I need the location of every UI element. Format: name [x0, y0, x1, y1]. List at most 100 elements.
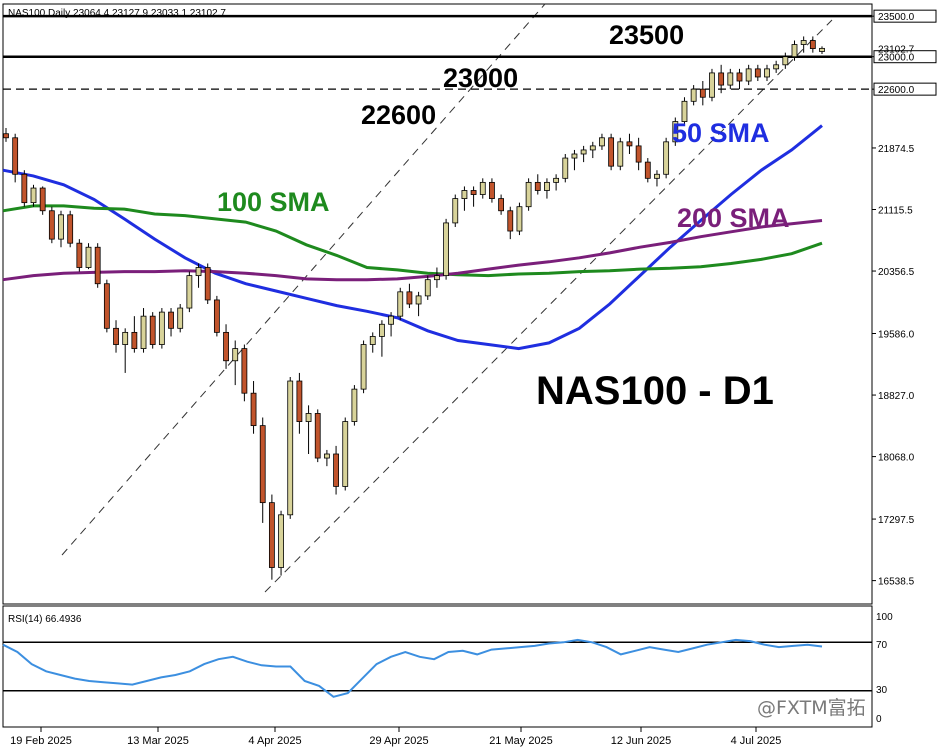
candle-body: [333, 453, 339, 487]
candle-body: [654, 173, 660, 179]
candle-body: [553, 177, 560, 183]
candle-body: [259, 425, 266, 504]
price-axis: 23500.0 23000.0 22600.0 21874.5 21115.5 20356…: [872, 9, 937, 588]
candle-body: [48, 210, 55, 240]
candle-body: [314, 413, 321, 459]
sma-line-0: [2, 124, 823, 351]
level-label-22600: 22600: [361, 100, 436, 130]
candle-body: [754, 68, 761, 78]
candle-body: [672, 121, 679, 143]
rsi-plot-frame: [2, 605, 873, 728]
candle-body: [342, 421, 349, 487]
price-tag-box: [873, 82, 937, 96]
candle-body: [791, 44, 798, 58]
candle-body: [113, 327, 119, 345]
candle-body: [544, 181, 550, 191]
candle-body: [379, 323, 385, 337]
candle-body: [85, 246, 92, 268]
candle-body: [699, 88, 706, 98]
candle-body: [168, 311, 174, 329]
candle-body: [241, 348, 248, 394]
candle-body: [434, 275, 440, 281]
candle-body: [709, 72, 715, 98]
price-tick-label: 17297.5: [878, 515, 915, 526]
date-tick-label: 4 Apr 2025: [248, 735, 301, 747]
candle-body: [397, 291, 404, 317]
candle-body: [800, 40, 807, 45]
candle-body: [571, 153, 578, 159]
chart-title: NAS100 - D1: [536, 369, 774, 413]
price-tick-label: 23500.0: [878, 12, 915, 23]
price-tag-box: [873, 50, 937, 64]
price-tick-label: 18068.0: [878, 453, 915, 464]
symbol-header: NAS100,Daily 23064.4 23127.9 23033.1 231…: [8, 8, 226, 19]
candle-body: [232, 348, 239, 362]
candle-body: [21, 173, 28, 204]
candle-body: [644, 161, 651, 179]
price-tick-label: 19586.0: [878, 330, 915, 341]
candle-body: [663, 141, 670, 175]
sma200-label: 200 SMA: [677, 203, 790, 233]
price-tick-label: 22600.0: [878, 85, 915, 96]
candle-body: [580, 149, 587, 155]
date-tick-label: 4 Jul 2025: [731, 735, 782, 747]
horizontal-levels: [3, 14, 872, 90]
candle-body: [727, 72, 734, 86]
candle-body: [149, 315, 156, 345]
candle-body: [736, 72, 743, 82]
candle-body: [186, 275, 193, 309]
candle-body: [67, 214, 74, 244]
candle-body: [534, 181, 541, 191]
candle-body: [718, 72, 725, 86]
candle-body: [268, 502, 275, 568]
candle-body: [424, 279, 431, 297]
candle-body: [103, 283, 110, 329]
candle-body: [30, 187, 37, 204]
rsi-scale-0: 0: [876, 714, 882, 725]
candle-body: [617, 141, 624, 167]
candle-body: [250, 392, 257, 427]
candle-body: [122, 331, 129, 345]
candles: [3, 36, 825, 580]
price-tick-label: 18827.0: [878, 391, 915, 402]
rsi-line: [2, 638, 823, 698]
candle-body: [809, 40, 816, 49]
current-price-label: 23102.7: [878, 44, 915, 55]
price-tick-label: 16538.5: [878, 577, 915, 588]
candle-body: [819, 47, 825, 52]
candle-body: [764, 68, 770, 78]
candle-body: [562, 157, 569, 179]
candle-body: [94, 246, 101, 285]
candle-body: [369, 336, 376, 345]
rsi-scale-70: 70: [876, 640, 888, 651]
candle-body: [443, 222, 449, 277]
watermark: @FXTM富拓: [757, 697, 866, 719]
candle-body: [608, 137, 615, 167]
main-plot-frame: [2, 3, 873, 605]
rsi-label: RSI(14) 66.4936: [8, 614, 82, 625]
rsi-series: [2, 638, 872, 698]
date-axis: 19 Feb 2025 13 Mar 2025 4 Apr 2025 29 Apr 2…: [10, 727, 781, 747]
candle-body: [360, 344, 367, 390]
candle-body: [452, 198, 459, 224]
candle-body: [296, 380, 303, 422]
candle-body: [782, 56, 789, 66]
candle-body: [415, 295, 422, 305]
date-tick-label: 21 May 2025: [489, 735, 553, 747]
candle-body: [461, 190, 468, 199]
candle-body: [589, 145, 596, 151]
price-tick-label: 23000.0: [878, 53, 915, 64]
candle-body: [525, 181, 532, 208]
date-tick-label: 12 Jun 2025: [611, 735, 672, 747]
date-tick-label: 29 Apr 2025: [369, 735, 428, 747]
candle-body: [39, 187, 46, 212]
candle-body: [305, 413, 312, 422]
candle-body: [158, 311, 165, 345]
candle-body: [76, 242, 83, 268]
candle-body: [745, 68, 752, 82]
sma-line-2: [2, 219, 823, 282]
candle-body: [323, 453, 330, 459]
candle-body: [516, 206, 523, 232]
candle-body: [626, 141, 633, 147]
